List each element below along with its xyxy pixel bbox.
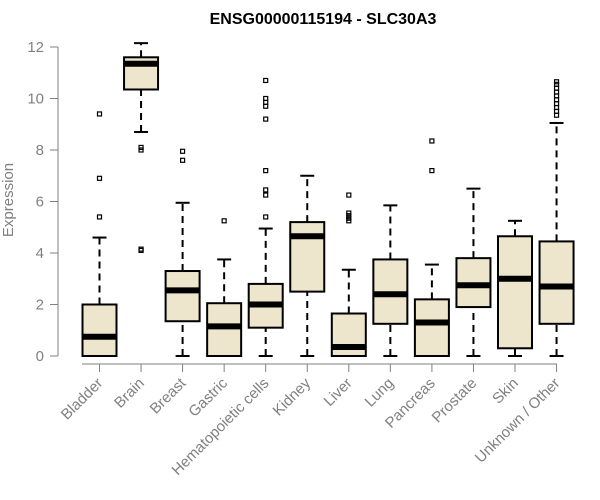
outlier-point — [221, 218, 227, 224]
outlier-point — [263, 77, 269, 84]
box-group — [164, 148, 201, 357]
outlier-point — [180, 157, 186, 163]
outlier-point — [346, 210, 352, 216]
y-tick-label: 0 — [36, 348, 44, 365]
box-group — [538, 79, 575, 357]
y-tick-label: 6 — [36, 194, 44, 211]
box — [164, 270, 201, 323]
box — [413, 298, 450, 358]
box — [206, 302, 243, 357]
outlier-point — [263, 95, 269, 102]
y-tick-label: 8 — [36, 142, 44, 159]
outlier-point — [263, 214, 269, 220]
box-group — [81, 111, 118, 357]
box-group — [247, 77, 284, 357]
box — [497, 235, 533, 350]
x-tick-label: Prostate — [429, 375, 481, 427]
outlier-point — [429, 168, 435, 174]
box-group — [206, 218, 243, 357]
box-group — [123, 42, 160, 254]
box — [81, 303, 118, 357]
box-group — [455, 187, 492, 357]
outlier-point — [96, 111, 103, 117]
box-group — [497, 219, 533, 357]
x-tick-label: Liver — [321, 375, 356, 410]
outlier-point — [263, 116, 269, 122]
x-tick-label: Kidney — [270, 374, 315, 419]
x-tick-label: Skin — [489, 375, 522, 408]
box — [289, 221, 326, 293]
outlier-point — [138, 246, 144, 252]
boxes — [81, 42, 575, 358]
box-group — [330, 192, 367, 358]
x-tick-label: Breast — [147, 374, 190, 417]
y-tick-label: 2 — [36, 297, 44, 314]
box-group — [372, 204, 409, 357]
box — [538, 240, 575, 325]
outlier-point — [96, 214, 103, 220]
outlier-point — [553, 79, 560, 85]
outlier-point — [429, 138, 435, 144]
y-tick-label: 4 — [36, 245, 44, 262]
outlier-point — [346, 192, 352, 198]
outlier-point — [138, 144, 144, 151]
x-tick-label: Brain — [111, 375, 148, 412]
box-group — [289, 174, 326, 357]
box-group — [413, 138, 450, 358]
y-tick-label: 12 — [27, 39, 44, 56]
outlier-point — [263, 192, 269, 198]
outlier-point — [180, 148, 186, 154]
y-axis-label: Expression — [0, 163, 17, 237]
chart-title: ENSG00000115194 - SLC30A3 — [210, 11, 437, 28]
x-tick-label: Lung — [362, 375, 398, 411]
y-tick-label: 10 — [27, 91, 44, 108]
outlier-point — [263, 168, 269, 174]
x-tick-label: Bladder — [58, 375, 107, 424]
outlier-point — [138, 247, 144, 254]
outlier-point — [96, 175, 103, 181]
outlier-point — [263, 187, 269, 193]
y-ticks: 0 2 4 6 8 10 12 — [27, 39, 58, 365]
